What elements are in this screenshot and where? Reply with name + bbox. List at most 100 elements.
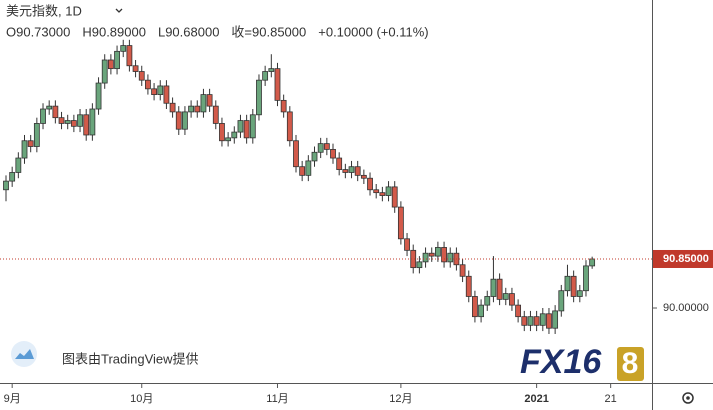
- last-price-box: [653, 249, 713, 268]
- candle-body: [478, 304, 484, 318]
- candle-body: [64, 120, 71, 124]
- candle-body: [552, 310, 559, 329]
- dropdown-arrow[interactable]: [115, 8, 123, 13]
- candle-body: [21, 140, 28, 159]
- candle-body: [391, 186, 398, 208]
- candle-body: [367, 177, 373, 191]
- x-tick-label: 21: [605, 393, 617, 405]
- watermark: 图表由TradingView提供: [62, 351, 199, 366]
- gear[interactable]: [682, 392, 694, 404]
- candle-body: [212, 105, 219, 124]
- candle-body: [428, 252, 435, 257]
- candle-body: [404, 238, 410, 251]
- candle-body: [157, 85, 164, 95]
- candle-body: [107, 59, 114, 70]
- candle-body: [77, 114, 83, 127]
- candle-body: [373, 189, 380, 194]
- candle-body: [151, 88, 157, 95]
- candle-body: [120, 45, 127, 52]
- symbol-title: 美元指数, 1D: [6, 3, 82, 18]
- candle-body: [434, 247, 441, 257]
- candle-body: [83, 114, 90, 136]
- logo-digit: 8: [622, 347, 639, 380]
- candle-body: [40, 108, 46, 124]
- candle-body: [70, 120, 77, 127]
- candle-body: [206, 94, 213, 107]
- candle-body: [558, 290, 565, 312]
- candle-body: [95, 82, 102, 110]
- candle-body: [15, 157, 22, 173]
- candle-body: [163, 85, 170, 104]
- candle-body: [188, 105, 195, 113]
- logo-box: [617, 347, 644, 381]
- candle-body: [317, 143, 324, 153]
- candle-body: [126, 45, 133, 67]
- candle-body: [336, 157, 343, 170]
- candle-body: [182, 111, 188, 130]
- candle-body: [237, 120, 244, 133]
- candle-body: [379, 192, 386, 196]
- candle-body: [132, 65, 139, 72]
- candle-body: [459, 264, 466, 277]
- settings-icon[interactable]: [682, 392, 694, 404]
- candle-body: [496, 278, 503, 300]
- tv-icon: [11, 341, 37, 367]
- ohlc-value: O90.73000: [6, 24, 70, 39]
- candle-body: [262, 71, 269, 81]
- candle-body: [502, 293, 509, 300]
- candle-body: [280, 99, 287, 113]
- candle-body: [422, 252, 429, 263]
- candle-body: [46, 105, 53, 110]
- candle-body: [58, 117, 65, 124]
- plot: 90.00000 9月 10月 11月 12月 2021 21 90.85000: [0, 39, 713, 405]
- x-tick-label: 2021: [524, 393, 548, 405]
- logo-text: FX16: [520, 343, 602, 381]
- candle-body: [145, 79, 151, 90]
- candle-body: [570, 275, 577, 297]
- gear-hub[interactable]: [686, 396, 690, 400]
- candle-body: [342, 169, 349, 173]
- candle-body: [360, 174, 367, 179]
- candle-body: [354, 166, 361, 176]
- x-tick-label: 11月: [266, 393, 288, 405]
- candle-body: [472, 296, 478, 318]
- candle-body: [286, 111, 293, 142]
- candle-body: [348, 166, 355, 173]
- candle-body: [385, 186, 392, 196]
- tv-icon-shape: [15, 349, 34, 359]
- candle-body: [397, 206, 404, 240]
- candle-body: [249, 114, 256, 139]
- candle-body: [274, 68, 281, 101]
- ohlc-value: +0.10000 (+0.11%): [318, 24, 428, 39]
- candle-body: [33, 123, 40, 147]
- candle-body: [589, 258, 596, 267]
- ohlc-row: O90.73000 H90.89000 L90.68000 收=90.85000 +0.…: [6, 24, 429, 39]
- candle-body: [256, 79, 262, 116]
- candle-body: [219, 123, 225, 142]
- candle-body: [576, 290, 583, 297]
- candle-body: [410, 249, 417, 269]
- ohlc-value: 收=90.85000: [231, 24, 306, 39]
- ohlc-value: L90.68000: [158, 24, 219, 39]
- candle-body: [533, 316, 540, 326]
- candle-body: [52, 105, 59, 119]
- ohlc-value: H90.89000: [82, 24, 146, 39]
- last-price-label: 90.85000: [663, 253, 709, 265]
- candle-body: [447, 252, 454, 263]
- candle-body: [169, 102, 176, 113]
- x-tick-label: 9月: [4, 393, 21, 405]
- candle-body: [311, 151, 318, 162]
- candle-body: [527, 316, 534, 326]
- x-tick-label: 10月: [130, 393, 153, 405]
- candle-body: [509, 293, 515, 306]
- candle-body: [539, 313, 546, 326]
- candle-body: [416, 261, 423, 269]
- candle-body: [9, 172, 16, 182]
- candle-body: [114, 50, 120, 70]
- y-tick-label: 90.00000: [663, 302, 709, 314]
- candle-body: [546, 313, 552, 329]
- candle-body: [200, 94, 207, 113]
- candle-body: [89, 108, 96, 136]
- candle-body: [268, 68, 275, 72]
- candle-body: [521, 316, 528, 326]
